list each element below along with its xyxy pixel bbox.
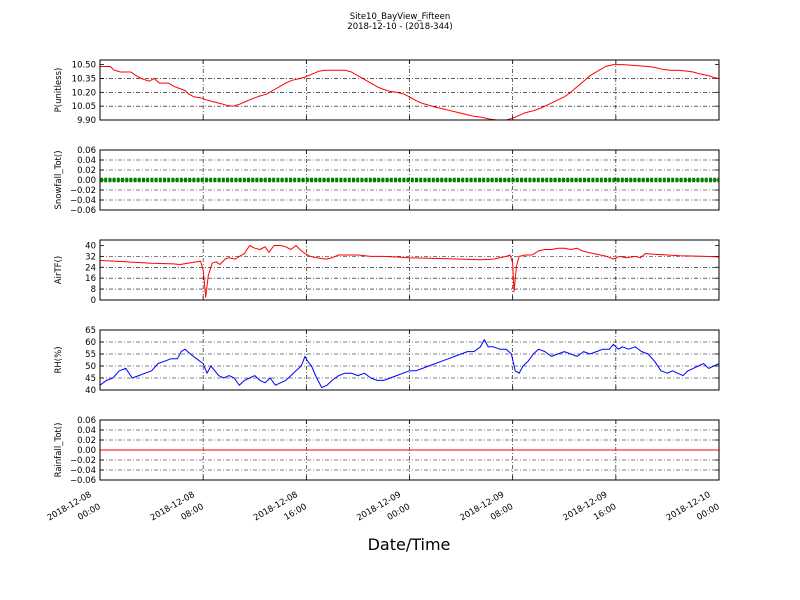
panel-frame <box>99 59 720 121</box>
y-axis-label: AirTF() <box>54 256 64 284</box>
x-axis-label: Date/Time <box>368 535 451 554</box>
y-tick-label: 40 <box>85 241 96 251</box>
y-tick-label: 8 <box>91 285 96 295</box>
series-line <box>100 64 720 121</box>
panel-4: 40 45 50 55 60 65 RH(%) <box>54 326 720 396</box>
y-tick-label: −0.02 <box>70 456 96 466</box>
panel-frame <box>99 329 720 391</box>
y-tick-label: 0.00 <box>77 176 96 186</box>
y-tick-label: 0.02 <box>77 166 96 176</box>
y-tick-label: 16 <box>85 274 96 284</box>
y-tick-label: 10.50 <box>72 61 96 71</box>
panels-group: 9.90 10.05 10.20 10.35 10.50 P(unitless) −0.06… <box>54 59 720 486</box>
y-tick-label: 32 <box>85 252 96 262</box>
y-tick-label: 10.05 <box>72 102 96 112</box>
panel-5: −0.06−0.04−0.020.000.020.040.06 Rainfall_… <box>54 416 720 486</box>
panel-frame <box>99 419 720 481</box>
y-tick-label: 50 <box>85 362 96 372</box>
y-tick-label: 65 <box>85 326 96 336</box>
y-tick-label: 55 <box>85 350 96 360</box>
y-tick-label: 0.04 <box>77 426 96 436</box>
y-axis-label: Snowfall_Tot() <box>54 150 64 209</box>
y-tick-label: 24 <box>85 263 96 273</box>
y-axis-label: Rainfall_Tot() <box>54 423 64 478</box>
chart-subtitle: 2018-12-10 - (2018-344) <box>347 22 452 32</box>
y-tick-label: 9.90 <box>77 116 96 126</box>
y-tick-label: 45 <box>85 374 96 384</box>
y-tick-label: 60 <box>85 338 96 348</box>
y-tick-label: 0.00 <box>77 446 96 456</box>
panel-1: 9.90 10.05 10.20 10.35 10.50 P(unitless) <box>54 59 720 126</box>
panel-2: −0.06−0.04−0.020.000.020.040.06 Snowfall_… <box>54 146 720 216</box>
panel-frame <box>99 149 720 211</box>
y-tick-label: 10.35 <box>72 74 96 84</box>
y-tick-label: −0.04 <box>70 466 96 476</box>
chart-title: Site10_BayView_Fifteen <box>350 12 451 22</box>
y-tick-label: 0.02 <box>77 436 96 446</box>
series-line <box>99 339 720 389</box>
y-tick-label: 10.20 <box>72 88 96 98</box>
y-tick-label: −0.04 <box>70 196 96 206</box>
y-tick-label: −0.06 <box>70 476 96 486</box>
y-tick-label: 0.04 <box>77 156 96 166</box>
y-tick-label: 0 <box>91 296 96 306</box>
panel-frame <box>99 239 720 301</box>
y-axis-label: P(unitless) <box>54 68 64 113</box>
series-line <box>99 245 720 298</box>
y-tick-label: 0.06 <box>77 146 96 156</box>
y-tick-label: −0.06 <box>70 206 96 216</box>
y-tick-label: −0.02 <box>70 186 96 196</box>
y-axis-label: RH(%) <box>54 346 64 373</box>
y-tick-label: 40 <box>85 386 96 396</box>
y-tick-label: 0.06 <box>77 416 96 426</box>
